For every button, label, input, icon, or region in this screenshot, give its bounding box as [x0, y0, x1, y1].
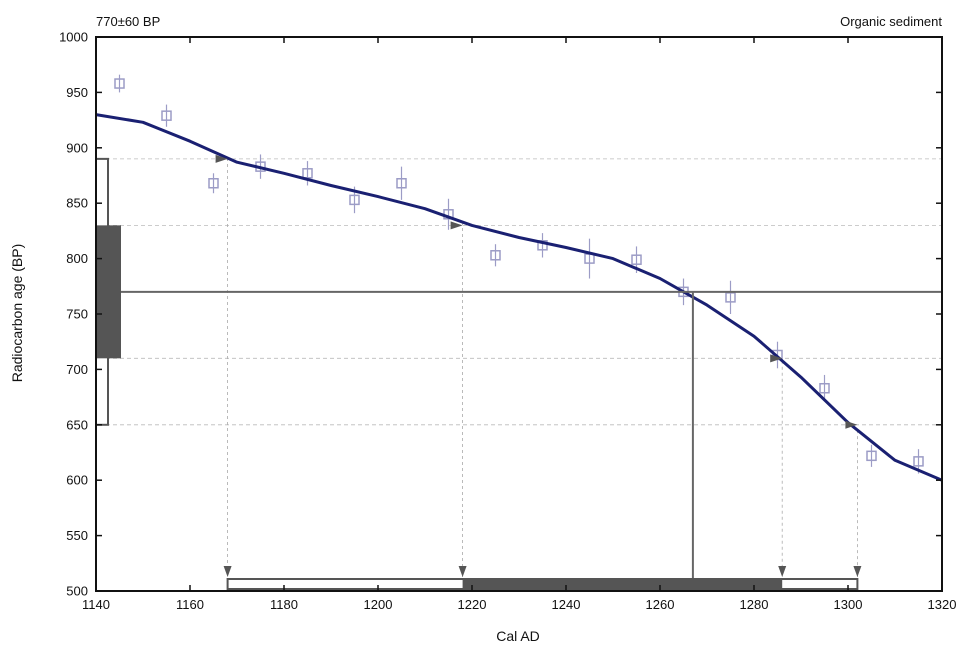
- y-tick-label: 850: [66, 196, 88, 211]
- calibration-curve: [95, 113, 943, 482]
- x-tick-label: 1180: [270, 597, 298, 612]
- curve-arrowhead: [450, 221, 463, 230]
- x-tick-label: 1220: [458, 597, 487, 612]
- y-tick-label: 600: [66, 473, 88, 488]
- sample-distribution: [95, 154, 942, 579]
- calibration-point: [819, 382, 830, 394]
- plot-area: [96, 37, 942, 591]
- curve-arrowhead: [845, 420, 858, 429]
- calibration-point: [161, 110, 172, 121]
- range-arrowhead: [223, 566, 232, 577]
- calibration-curve-line: [95, 113, 943, 482]
- y-tick-label: 800: [66, 251, 88, 266]
- x-tick-label: 1240: [552, 597, 581, 612]
- curve-arrowhead: [770, 354, 783, 363]
- calibration-point: [913, 456, 924, 467]
- x-tick-label: 1300: [834, 597, 863, 612]
- calibration-point: [631, 254, 642, 265]
- calibration-point: [208, 178, 219, 189]
- material-label: Organic sediment: [840, 14, 942, 29]
- y-tick-label: 750: [66, 307, 88, 322]
- y-tick-label: 950: [66, 85, 88, 100]
- x-tick-label: 1140: [82, 597, 110, 612]
- calibration-point: [866, 450, 877, 462]
- x-tick-label: 1320: [928, 597, 957, 612]
- one-sigma-age-bar: [96, 225, 121, 359]
- y-tick-label: 700: [66, 362, 88, 377]
- y-tick-label: 500: [66, 584, 88, 599]
- calibration-point: [349, 194, 360, 206]
- calibration-point: [114, 78, 125, 89]
- y-axis-label: Radiocarbon age (BP): [9, 244, 25, 383]
- calibrated-ranges: [223, 566, 862, 590]
- x-tick-label: 1280: [740, 597, 769, 612]
- axes: 1140 1160 1180 1200 1220 1240 1260 1280 1300 1320…: [59, 30, 956, 613]
- y-tick-label: 900: [66, 140, 88, 155]
- y-tick-label: 1000: [59, 30, 88, 45]
- calibration-point: [490, 250, 501, 261]
- x-tick-label: 1200: [364, 597, 393, 612]
- range-arrowhead: [853, 566, 862, 577]
- y-tick-label: 650: [66, 417, 88, 432]
- y-tick-label: 550: [66, 528, 88, 543]
- calibration-point: [302, 168, 313, 179]
- x-axis-label: Cal AD: [496, 628, 540, 644]
- range-arrowhead: [778, 566, 787, 577]
- calibration-point: [396, 178, 407, 189]
- sample-age-label: 770±60 BP: [96, 14, 160, 29]
- curve-arrowhead: [215, 154, 228, 163]
- x-tick-label: 1160: [176, 597, 204, 612]
- calibration-point: [725, 292, 736, 303]
- calibration-point: [537, 240, 548, 251]
- guide-lines: [106, 157, 942, 577]
- x-tick-label: 1260: [646, 597, 675, 612]
- background-layer: [96, 37, 942, 591]
- range-arrowhead: [458, 566, 467, 577]
- one-sigma-range-bar: [462, 579, 783, 589]
